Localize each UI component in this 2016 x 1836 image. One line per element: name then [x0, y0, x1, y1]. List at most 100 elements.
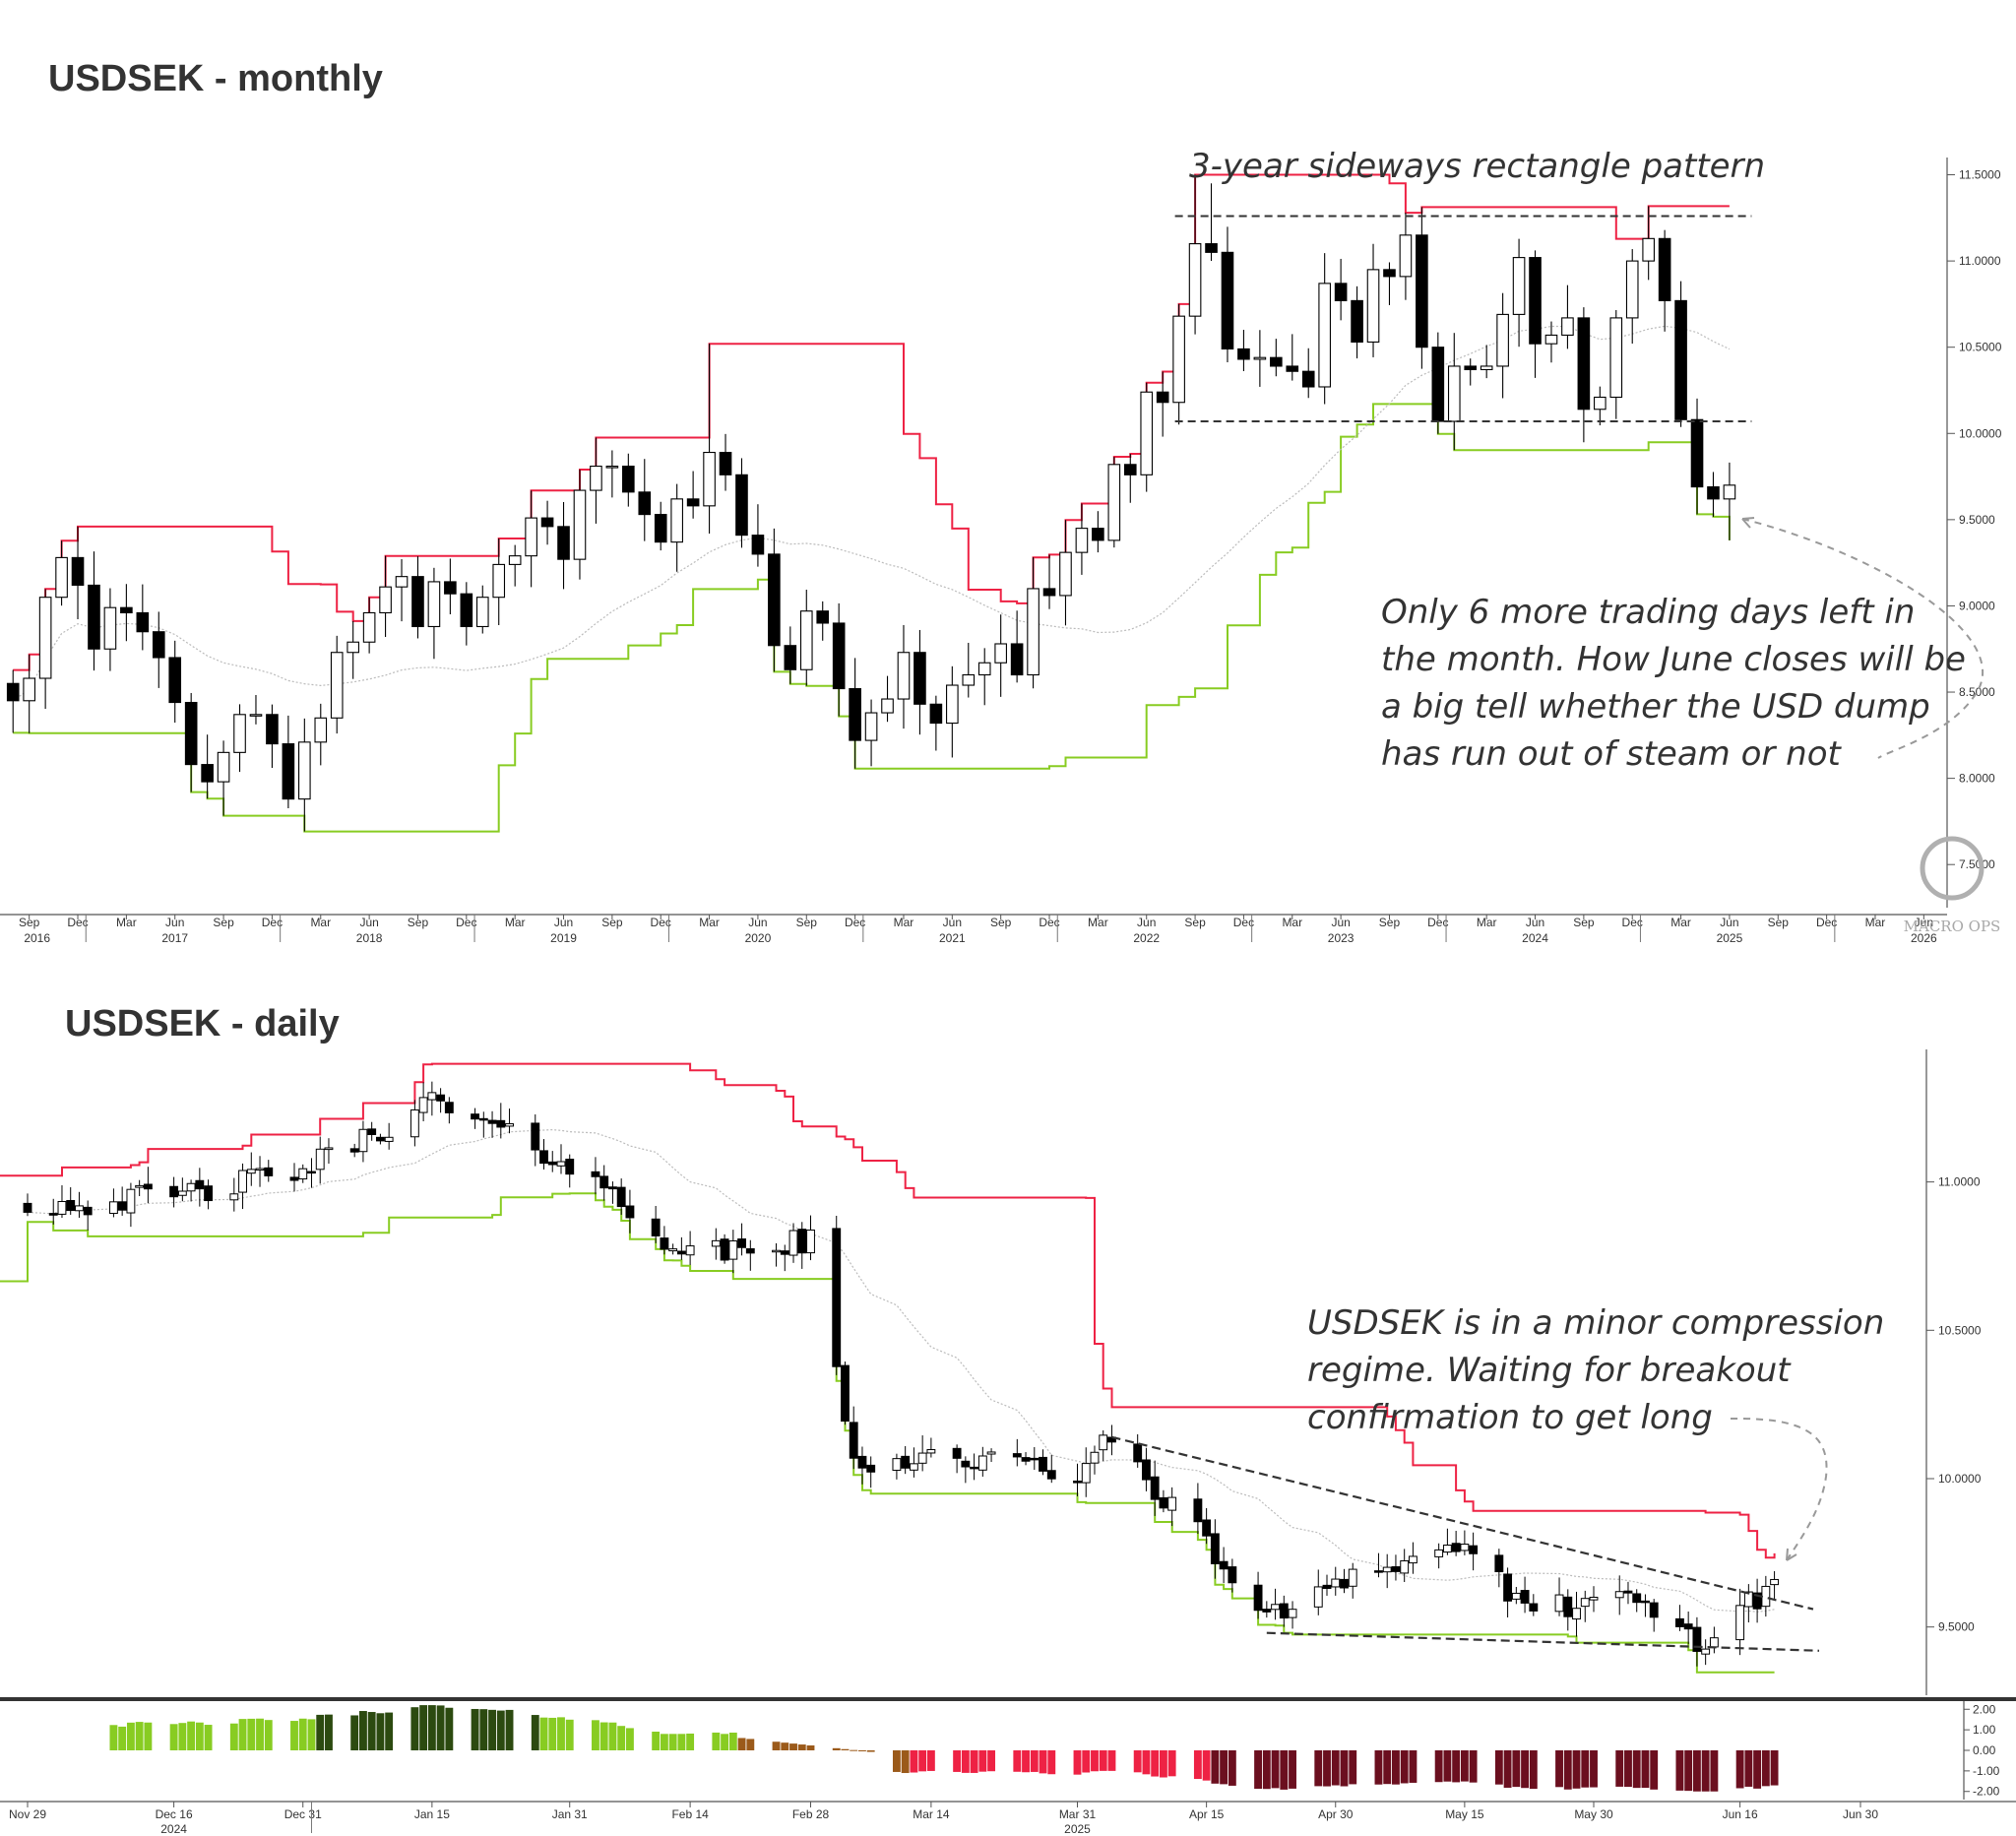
histogram-bar-positive: [712, 1732, 721, 1750]
monthly-x-tick-label: Mar: [1088, 916, 1108, 929]
daily-candle-bear: [857, 1455, 867, 1469]
daily-x-tick-label: Jan 15: [414, 1807, 450, 1821]
monthly-candle-bear: [849, 687, 861, 741]
monthly-x-tick-label: Dec: [262, 916, 283, 929]
daily-candle-bull: [229, 1193, 239, 1201]
daily-x-tick-label: Feb 28: [792, 1807, 830, 1821]
daily-candle-bull: [186, 1182, 196, 1192]
histogram-bar-negative: [1151, 1750, 1160, 1777]
histogram-bar-positive: [290, 1721, 298, 1750]
histogram-bar-negative: [970, 1750, 978, 1773]
monthly-candle-bear: [1123, 464, 1137, 475]
histogram-bar-negative: [1555, 1750, 1563, 1788]
monthly-x-tick-label: Sep: [1379, 916, 1401, 929]
histogram-bar-positive: [118, 1726, 127, 1750]
monthly-candle-bear: [1658, 237, 1671, 301]
monthly-y-axis: 11.5000 11.0000 10.5000 10.0000 9.5000 9.0000…: [1947, 168, 2002, 871]
daily-candle-bear: [745, 1248, 755, 1254]
daily-candle-bull: [1743, 1591, 1753, 1608]
histogram-bar-positive: [445, 1707, 454, 1750]
histogram-bar-positive: [238, 1719, 247, 1750]
monthly-x-tick-label: Sep: [213, 916, 234, 929]
histogram-bar-negative: [1529, 1750, 1538, 1790]
daily-candle-bear: [169, 1185, 179, 1198]
macro-ops-logo: MACRO OPS: [1904, 836, 2000, 935]
daily-candle-bear: [1374, 1570, 1383, 1573]
monthly-candle-bear: [1237, 348, 1250, 360]
daily-candle-bear: [625, 1205, 635, 1219]
monthly-candle-bull: [508, 555, 522, 565]
monthly-x-tick-label: Jun: [748, 916, 767, 929]
daily-candle-bear: [307, 1171, 316, 1174]
histogram-bar-positive: [488, 1709, 496, 1750]
histogram-bar-negative: [1211, 1750, 1220, 1784]
monthly-x-tick-label: Mar: [1282, 916, 1302, 929]
monthly-candle-bear: [638, 491, 652, 516]
monthly-rectangle-annotation: 3-year sideways rectangle pattern: [1189, 147, 1765, 186]
histogram-bar-positive: [746, 1739, 755, 1750]
monthly-x-year-label: 2026: [1911, 931, 1937, 945]
daily-candle-bull: [711, 1239, 721, 1247]
daily-candle-bear: [204, 1185, 214, 1202]
monthly-candle-bear: [622, 466, 635, 493]
histogram-bar-positive: [592, 1720, 599, 1750]
daily-candle-bear: [195, 1179, 205, 1190]
daily-x-tick-label: Nov 29: [9, 1807, 46, 1821]
daily-candle-bull: [177, 1190, 187, 1196]
monthly-candle-bull: [330, 652, 344, 719]
histogram-bar-positive: [316, 1714, 325, 1750]
histogram-bar-negative: [961, 1750, 970, 1773]
daily-candle-bull: [57, 1200, 67, 1215]
monthly-candle-bear: [88, 584, 100, 650]
monthly-candle-bear: [1351, 299, 1363, 343]
daily-candle-bear: [616, 1186, 626, 1208]
daily-candle-bull: [1167, 1496, 1177, 1511]
monthly-x-tick-label: Dec: [1039, 916, 1059, 929]
monthly-chart-title: USDSEK - monthly: [48, 58, 383, 99]
monthly-note-line: the month. How June closes will be: [1381, 640, 1966, 679]
histogram-bar-positive: [617, 1726, 626, 1750]
daily-candle-bear: [436, 1094, 446, 1102]
daily-candle-bear: [264, 1167, 274, 1176]
histogram-bar-positive: [126, 1722, 135, 1750]
histogram-bar-negative: [1107, 1750, 1116, 1771]
histogram-bar-negative: [901, 1750, 910, 1774]
daily-candle-bear: [1193, 1498, 1203, 1523]
daily-candle-bull: [108, 1201, 118, 1215]
daily-y-axis: 11.0000 10.5000 10.0000 9.5000: [1926, 1175, 1982, 1634]
monthly-x-year-label: 2017: [161, 931, 188, 945]
histogram-bar-negative: [918, 1750, 927, 1772]
monthly-x-year-label: 2021: [939, 931, 966, 945]
monthly-candle-bull: [525, 517, 537, 557]
daily-candle-bull: [246, 1169, 256, 1174]
histogram-bar-positive: [307, 1719, 316, 1750]
monthly-candle-bull: [55, 556, 68, 599]
histogram-bar-positive: [548, 1717, 557, 1750]
monthly-x-tick-label: Mar: [505, 916, 526, 929]
histogram-bar-positive: [496, 1710, 505, 1750]
histogram-bar-positive: [427, 1705, 436, 1750]
histogram-bar-negative: [1434, 1750, 1443, 1783]
daily-x-tick-label: Apr 30: [1318, 1807, 1354, 1821]
daily-candle-bull: [917, 1452, 927, 1464]
daily-candle-bull: [75, 1205, 84, 1212]
monthly-candle-bull: [427, 581, 441, 628]
monthly-candle-bear: [540, 517, 554, 528]
daily-candle-bull: [126, 1188, 136, 1214]
daily-candle-bear: [531, 1122, 540, 1151]
histogram-bar-negative: [926, 1750, 935, 1771]
histogram-bar-positive: [109, 1725, 118, 1750]
histogram-bar-negative: [1099, 1750, 1107, 1771]
monthly-candle-bull: [605, 466, 619, 469]
monthly-arrow-head: [1741, 517, 1755, 529]
daily-candle-bull: [238, 1170, 247, 1193]
monthly-candle-bear: [1221, 251, 1234, 349]
daily-candle-bear: [1012, 1453, 1022, 1458]
monthly-candle-bear: [184, 701, 198, 766]
daily-candle-bull: [1554, 1594, 1564, 1613]
daily-x-tick-label: May 15: [1445, 1807, 1484, 1821]
daily-candle-bear: [841, 1364, 850, 1423]
monthly-candle-bear: [1270, 356, 1283, 367]
monthly-x-tick-label: Sep: [1768, 916, 1790, 929]
histogram-bar-positive: [178, 1723, 187, 1750]
